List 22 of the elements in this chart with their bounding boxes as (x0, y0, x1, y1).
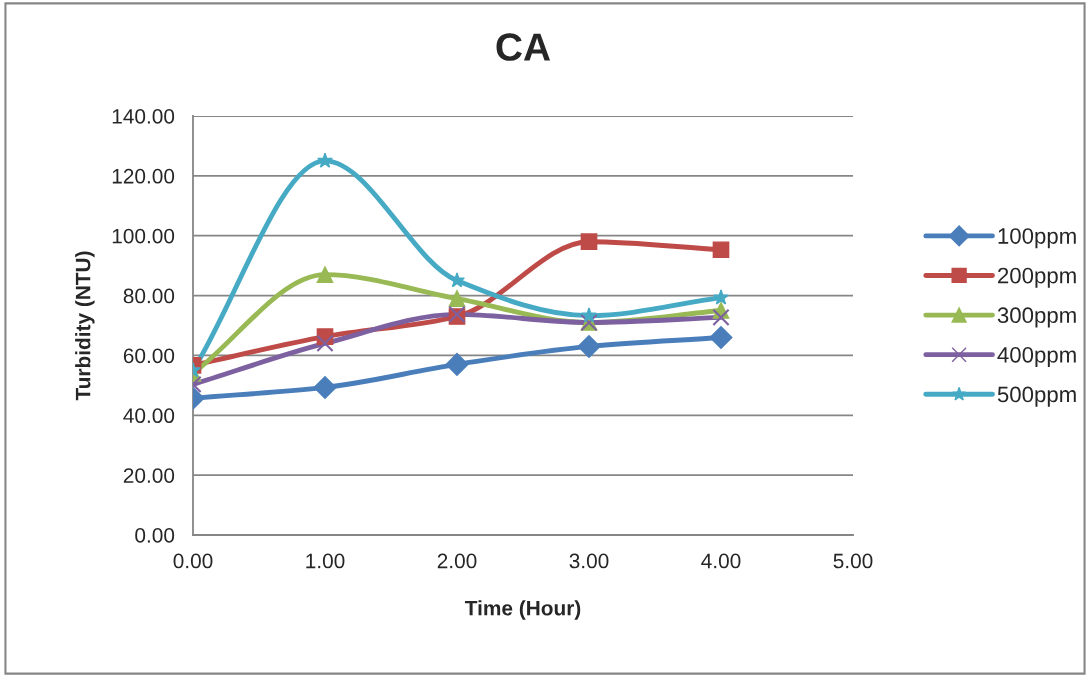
chart-title: CA (496, 33, 551, 61)
y-tick-label: 60.00 (123, 348, 175, 364)
legend-label: 100ppm (998, 228, 1076, 249)
x-tick-label: 1.00 (306, 553, 345, 569)
x-tick-label: 3.00 (569, 553, 609, 569)
y-tick-label: 40.00 (123, 408, 175, 424)
x-tick-label: 4.00 (701, 553, 741, 569)
x-tick-label: 5.00 (833, 553, 873, 569)
y-tick-label: 0.00 (135, 528, 175, 543)
y-tick-label: 20.00 (123, 468, 175, 483)
legend-label: 400ppm (997, 346, 1076, 368)
legend-label: 200ppm (998, 267, 1076, 288)
legend-label: 500ppm (997, 386, 1076, 407)
y-tick-label: 120.00 (112, 168, 175, 184)
y-tick-label: 80.00 (123, 288, 175, 304)
y-tick-label: 100.00 (112, 228, 175, 244)
x-tick-label: 0.00 (173, 553, 213, 569)
legend-label: 300ppm (997, 307, 1076, 328)
x-tick-label: 2.00 (437, 553, 477, 569)
y-tick-label: 140.00 (112, 109, 175, 124)
x-axis-title: Time (Hour) (464, 600, 581, 620)
y-axis-title: Turbidity (NTU) (75, 251, 95, 401)
